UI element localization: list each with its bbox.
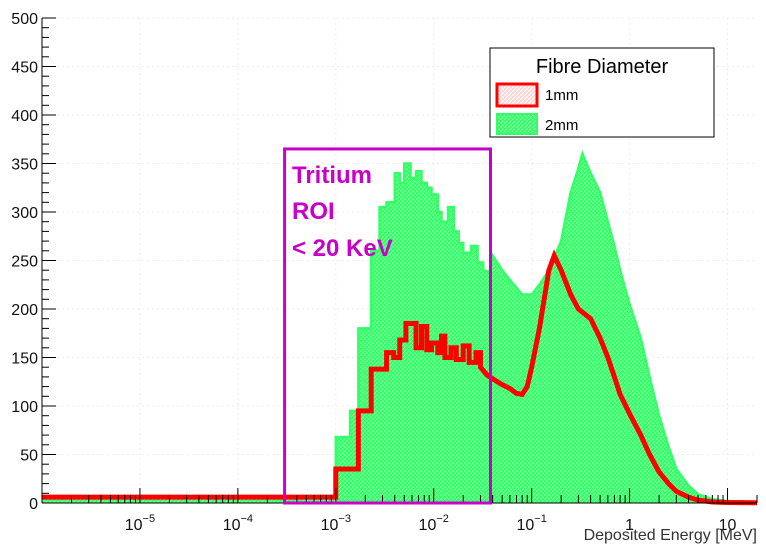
series-layer [42,150,758,506]
x-tick-label-exponent: −4 [240,513,253,525]
x-tick-label-base: 10 [516,517,534,534]
y-tick-label: 50 [20,448,38,465]
x-axis-label: Deposited Energy [MeV] [584,527,757,544]
y-tick-label: 100 [11,399,38,416]
x-tick-label-base: 10 [125,517,143,534]
y-tick-label: 500 [11,11,38,28]
legend-label-2mm: 2mm [545,117,578,134]
x-tick-label-base: 10 [719,517,737,534]
annotation-tritium: Tritium [292,162,372,189]
y-tick-label: 300 [11,205,38,222]
y-tick-label: 150 [11,351,38,368]
roi-box [283,147,493,505]
series-2mm-area [42,153,757,504]
x-tick-label: 10−3 [321,513,351,534]
x-tick-label-exponent: −2 [436,513,449,525]
annotation-roi: ROI [292,198,335,225]
x-tick-label-base: 1 [625,517,634,534]
y-tick-label: 250 [11,254,38,271]
x-tick-label-base: 10 [321,517,339,534]
x-tick-label: 10−5 [125,513,155,534]
x-tick-label: 10−2 [419,513,449,534]
y-tick-label: 400 [11,108,38,125]
x-tick-label: 10−1 [516,513,546,534]
y-tick-label: 200 [11,302,38,319]
x-tick-label: 10−4 [223,513,253,534]
legend-swatch-1mm [495,82,539,108]
y-tick-label: 0 [29,496,38,513]
series-2mm-line [42,150,758,504]
x-tick-label-exponent: −3 [338,513,351,525]
x-tick-label-base: 10 [419,517,437,534]
x-tick-label: 1 [625,517,634,534]
legend-label-1mm: 1mm [545,87,578,104]
x-tick-label-exponent: −1 [534,513,547,525]
legend-title: Fibre Diameter [536,56,669,78]
x-tick-label: 10 [719,517,737,534]
x-tick-label-exponent: −5 [143,513,156,525]
y-tick-label: 450 [11,60,38,77]
x-tick-label-base: 10 [223,517,241,534]
series-1mm-line [42,249,758,506]
roi-layer [283,147,493,505]
legend-swatch-2mm [496,113,538,135]
legend-layer: Fibre Diameter 1mm 2mm [489,47,715,138]
y-tick-label: 350 [11,157,38,174]
annotation-threshold: < 20 KeV [292,235,393,262]
